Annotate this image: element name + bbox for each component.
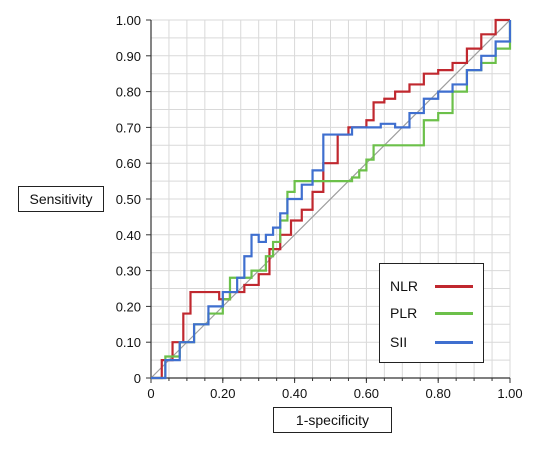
y-axis-label: Sensitivity [18, 186, 104, 212]
axes [146, 19, 511, 383]
series-line-sii [151, 20, 512, 380]
legend: NLR PLR SII [379, 263, 484, 363]
legend-label-nlr: NLR [390, 278, 419, 294]
x-tick-label: 0.40 [282, 386, 307, 401]
y-tick-label: 0.90 [116, 49, 141, 64]
y-tick-label: 0.30 [116, 264, 141, 279]
legend-swatch-sii [435, 341, 473, 344]
legend-swatch-plr [435, 312, 473, 315]
y-tick-label: 0.10 [116, 335, 141, 350]
y-tick-label: 0.40 [116, 228, 141, 243]
legend-label-sii: SII [390, 334, 408, 350]
y-tick-label: 0.60 [116, 156, 141, 171]
x-axis-label: 1-specificity [273, 407, 392, 433]
y-tick-label: 0.50 [116, 192, 141, 207]
series-line-plr [151, 20, 512, 380]
x-tick-label: 0.80 [426, 386, 451, 401]
series-line-nlr [151, 18, 510, 380]
reference-diagonal-line [150, 19, 511, 379]
x-tick-label: 0.60 [354, 386, 379, 401]
y-tick-label: 0.20 [116, 299, 141, 314]
y-tick-label: 1.00 [116, 13, 141, 28]
y-tick-label: 0.70 [116, 120, 141, 135]
legend-item-plr: PLR [390, 303, 482, 323]
legend-item-sii: SII [390, 332, 482, 352]
reference-diagonal [150, 19, 511, 379]
x-tick-label: 0 [147, 386, 154, 401]
x-tick-label: 0.20 [210, 386, 235, 401]
y-tick-label: 0 [134, 371, 141, 386]
chart-frame [8, 8, 542, 438]
x-tick-label: 1.00 [497, 386, 522, 401]
y-tick-labels: 0 0.10 0.20 0.30 0.40 0.50 0.60 0.70 0.80 0.90 1.0… [116, 13, 141, 386]
legend-label-plr: PLR [390, 305, 418, 321]
legend-item-nlr: NLR [390, 276, 482, 296]
legend-swatch-nlr [435, 285, 473, 288]
y-tick-label: 0.80 [116, 85, 141, 100]
x-tick-labels: 0 0.20 0.40 0.60 0.80 1.00 [147, 386, 522, 401]
series-lines [151, 18, 512, 380]
